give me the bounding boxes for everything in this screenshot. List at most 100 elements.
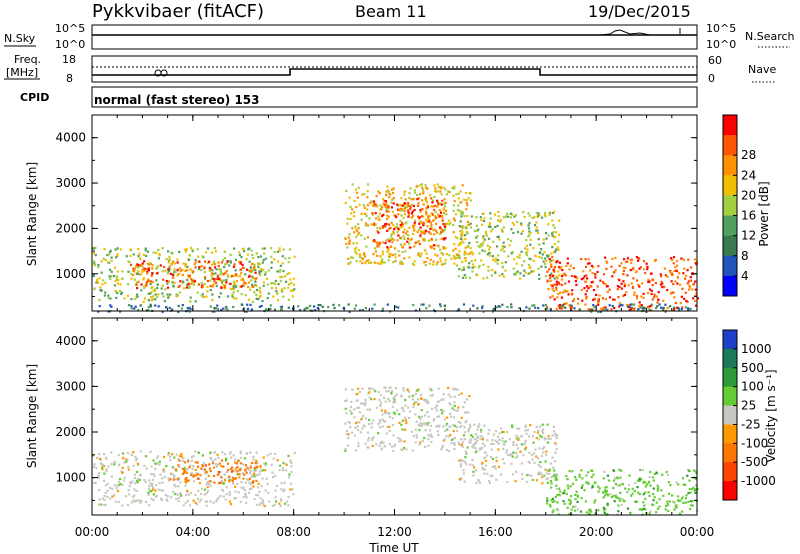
scatter-cell [573,298,576,301]
scatter-cell [506,481,509,484]
scatter-cell [184,250,187,253]
scatter-cell [507,255,510,258]
scatter-cell [397,249,400,253]
scatter-cell [648,305,651,308]
scatter-cell [252,455,255,459]
scatter-cell [497,219,500,222]
scatter-cell [132,464,135,467]
scatter-cell [259,291,262,294]
scatter-cell [224,479,227,482]
scatter-cell [257,256,260,259]
scatter-cell [566,484,569,487]
scatter-cell [603,509,606,512]
scatter-cell [208,467,211,470]
scatter-cell [650,309,653,312]
scatter-cell [233,274,236,277]
scatter-cell [351,208,354,211]
scatter-cell [463,250,467,253]
scatter-cell [436,231,439,234]
scatter-cell [366,446,369,449]
scatter-cell [580,469,583,472]
scatter-cell [150,291,153,294]
scatter-cell [283,481,286,484]
scatter-cell [655,472,658,475]
scatter-cell [279,264,282,267]
scatter-cell [574,275,577,278]
scatter-cell [689,276,692,279]
scatter-cell [269,452,272,455]
scatter-cell [133,500,136,503]
scatter-cell [584,293,587,296]
scatter-cell [113,463,116,466]
scatter-cell [435,425,438,428]
scatter-cell [372,200,376,203]
scatter-cell [486,253,489,256]
scatter-cell [141,265,144,268]
scatter-cell [500,228,504,231]
scatter-cell [461,441,465,444]
scatter-cell [502,443,505,446]
scatter-cell [286,273,289,276]
scatter-cell [188,274,191,277]
scatter-cell [413,229,416,232]
scatter-cell [428,214,431,218]
scatter-cell [480,218,483,222]
scatter-cell [240,285,243,288]
scatter-cell [529,243,532,246]
scatter-cell [356,392,359,395]
scatter-cell [217,261,220,264]
scatter-cell [471,266,474,269]
scatter-cell [429,232,432,235]
scatter-cell [179,270,182,273]
scatter-cell [440,251,443,255]
scatter-cell [418,424,421,427]
scatter-cell [207,483,211,486]
scatter-cell [580,257,583,261]
scatter-cell [271,504,274,507]
scatter-cell [497,442,500,445]
scatter-cell [367,437,370,440]
scatter-cell [458,250,461,253]
scatter-cell [552,466,555,469]
scatter-cell [658,498,661,501]
scatter-cell [535,479,538,482]
scatter-cell [445,416,449,419]
scatter-cell [438,425,441,428]
scatter-cell [693,469,696,472]
scatter-cell [523,269,526,272]
nsky-tick-bottom: 10^0 [55,38,85,51]
scatter-cell [289,488,292,491]
scatter-cell [604,298,608,301]
scatter-cell [413,191,417,194]
scatter-cell [549,505,552,508]
scatter-cell [446,222,449,225]
scatter-cell [150,473,153,476]
scatter-cell [392,231,395,234]
scatter-cell [388,223,391,226]
scatter-cell [594,276,597,279]
scatter-cell [247,479,250,482]
colorbar-segment [723,135,737,156]
scatter-cell [361,387,364,390]
scatter-cell [364,398,367,401]
scatter-cell [513,258,516,261]
scatter-cell [665,504,668,507]
colorbar-segment [723,275,737,297]
scatter-cell [669,305,672,308]
scatter-cell [201,255,204,258]
scatter-cell [154,489,157,492]
scatter-cell [448,223,451,226]
scatter-cell [110,305,113,308]
scatter-cell [625,260,628,263]
scatter-cell [607,479,611,482]
scatter-cell [450,438,454,442]
scatter-cell [453,395,456,398]
scatter-cell [189,307,192,310]
scatter-cell [453,437,456,440]
scatter-cell [489,246,492,249]
scatter-cell [229,452,232,455]
scatter-cell [384,205,387,208]
scatter-cell [656,305,659,308]
scatter-cell [443,198,446,201]
scatter-cell [370,200,373,203]
